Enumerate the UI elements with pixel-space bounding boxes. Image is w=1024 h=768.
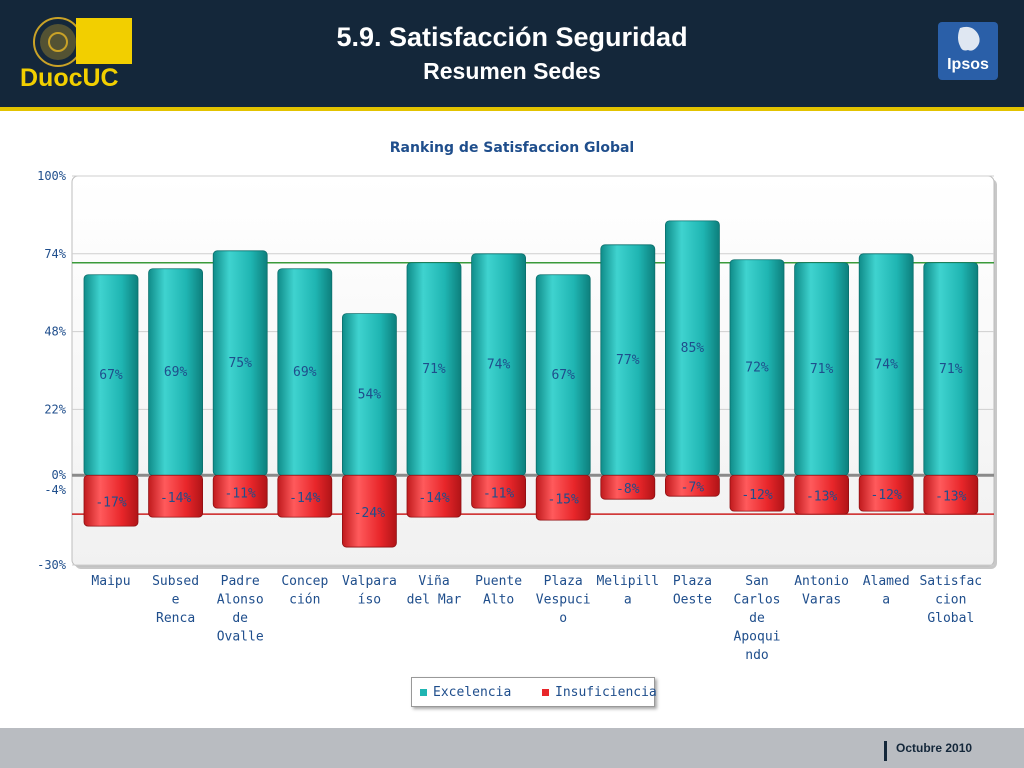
data-label-excelencia: 54%: [358, 387, 382, 402]
footer-date: Octubre 2010: [896, 741, 973, 755]
bar-insuficiencia: [665, 474, 720, 497]
data-label-insuficiencia: -11%: [225, 487, 256, 502]
y-tick-label: 100%: [37, 169, 67, 183]
data-label-excelencia: 67%: [99, 368, 123, 383]
y-tick-label: -30%: [37, 558, 67, 572]
x-tick-label: Plaza Vespuci o: [536, 574, 591, 626]
legend-item-excelencia: Excelencia: [420, 685, 511, 700]
data-label-excelencia: 69%: [164, 365, 188, 380]
data-label-excelencia: 72%: [745, 361, 769, 376]
satisfaction-chart: 100% 74% 48% 22% 0%-4% -30% 67% -17% Maipu 69% -14…: [37, 169, 997, 663]
page-title: 5.9. Satisfacción Seguridad: [336, 22, 688, 52]
x-tick-label: Antonio Varas: [794, 574, 849, 608]
x-tick-label: Valpara íso: [342, 574, 397, 608]
bar-insuficiencia: [535, 474, 591, 521]
x-tick-label: Melipill a: [596, 574, 659, 608]
bar-insuficiencia: [600, 474, 656, 500]
data-label-excelencia: 85%: [681, 341, 705, 356]
data-label-insuficiencia: -13%: [806, 490, 837, 505]
x-tick-label: Viña del Mar: [407, 574, 462, 608]
ipsos-logo-text: Ipsos: [947, 56, 989, 73]
duoc-uc-logo: DuocUC: [20, 17, 132, 90]
y-tick-label: 22%: [44, 402, 66, 416]
data-label-insuficiencia: -12%: [871, 488, 902, 503]
data-label-excelencia: 74%: [487, 358, 511, 373]
data-label-excelencia: 71%: [422, 362, 446, 377]
data-label-insuficiencia: -14%: [160, 491, 191, 506]
bar-insuficiencia: [406, 474, 462, 518]
legend-swatch-insuficiencia: [542, 689, 549, 696]
header-bar: [0, 0, 1024, 107]
data-label-insuficiencia: -13%: [935, 490, 966, 505]
bar-insuficiencia: [83, 474, 139, 527]
bar-insuficiencia: [277, 474, 333, 518]
x-tick-label: Satisfac cion Global: [919, 574, 982, 626]
bar-insuficiencia: [148, 474, 204, 518]
x-tick-label: Padre Alonso de Ovalle: [217, 574, 264, 645]
data-label-insuficiencia: -15%: [548, 493, 579, 508]
legend-item-insuficiencia: Insuficiencia: [542, 685, 657, 700]
chart-legend: Excelencia Insuficiencia: [411, 677, 657, 707]
data-label-excelencia: 75%: [228, 356, 252, 371]
header-accent-line: [0, 107, 1024, 111]
data-label-insuficiencia: -12%: [741, 488, 772, 503]
bar-insuficiencia: [923, 474, 979, 515]
x-tick-label: Subsed e Renca: [152, 574, 199, 626]
data-label-excelencia: 74%: [874, 358, 898, 373]
bar-insuficiencia: [341, 474, 397, 548]
y-tick-label: 0%: [52, 468, 67, 482]
bar-insuficiencia: [471, 474, 527, 509]
data-label-insuficiencia: -14%: [289, 491, 320, 506]
bar-insuficiencia: [729, 474, 785, 512]
x-tick-label: Maipu: [91, 574, 130, 589]
data-label-insuficiencia: -24%: [354, 506, 385, 521]
data-label-excelencia: 69%: [293, 365, 317, 380]
x-tick-label: San Carlos de Apoqui ndo: [734, 574, 781, 663]
y-tick-label: 48%: [44, 325, 66, 339]
data-label-excelencia: 71%: [939, 362, 963, 377]
data-label-insuficiencia: -7%: [681, 481, 705, 496]
plot-area: [71, 175, 995, 567]
x-tick-label: Concep ción: [281, 574, 328, 608]
data-label-excelencia: 67%: [551, 368, 575, 383]
page-subtitle: Resumen Sedes: [423, 58, 601, 84]
footer-divider: [884, 741, 887, 761]
bar-insuficiencia: [858, 474, 914, 512]
x-tick-label: Puente Alto: [475, 574, 522, 608]
ipsos-logo: Ipsos: [938, 22, 998, 80]
footer-bar: [0, 728, 1024, 768]
y-tick-label: 74%: [44, 247, 66, 261]
y-tick-label: -4%: [44, 483, 66, 497]
legend-swatch-excelencia: [420, 689, 427, 696]
legend-label-insuficiencia: Insuficiencia: [555, 685, 657, 700]
chart-title: Ranking de Satisfaccion Global: [389, 140, 635, 156]
data-label-insuficiencia: -8%: [616, 482, 640, 497]
data-label-insuficiencia: -14%: [418, 491, 449, 506]
legend-label-excelencia: Excelencia: [433, 685, 512, 700]
data-label-insuficiencia: -11%: [483, 487, 514, 502]
svg-text:DuocUC: DuocUC: [20, 64, 119, 90]
data-label-excelencia: 71%: [810, 362, 834, 377]
data-label-insuficiencia: -17%: [95, 496, 126, 511]
x-tick-label: Alamed a: [863, 574, 910, 608]
x-tick-label: Plaza Oeste: [673, 574, 712, 608]
bar-insuficiencia: [212, 474, 268, 509]
ipsos-head-icon: [958, 26, 980, 51]
data-label-excelencia: 77%: [616, 353, 640, 368]
bar-insuficiencia: [794, 474, 849, 515]
